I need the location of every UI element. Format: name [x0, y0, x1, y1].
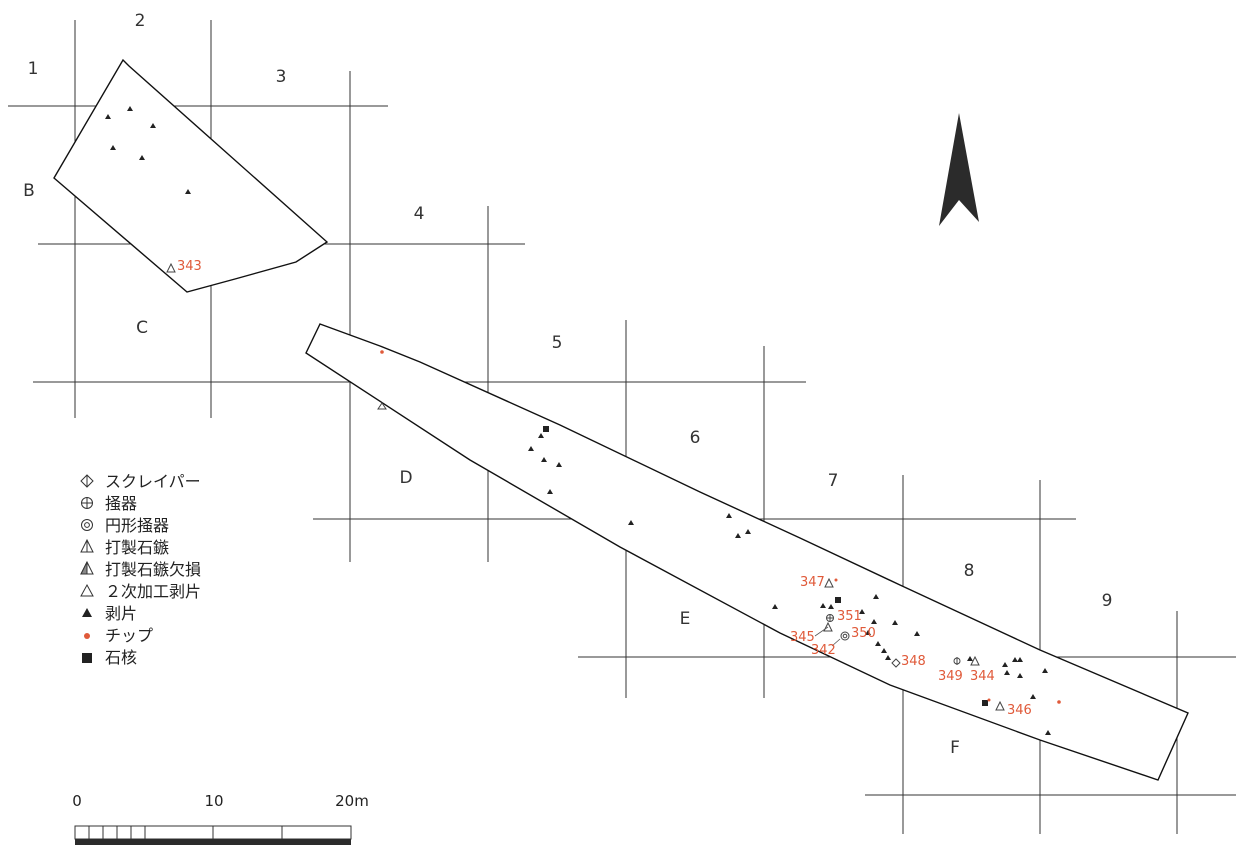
legend-round-scraper-icon	[81, 519, 93, 531]
legend-label-end-scraper: 掻器	[105, 494, 137, 513]
legend-retouched-flake-icon	[80, 583, 94, 597]
grid-col-4: 4	[414, 204, 425, 224]
grid-col-3: 3	[276, 67, 287, 87]
tool-markers	[166, 262, 1005, 711]
legend: スクレイパー 掻器 円形掻器 打製石鏃 打製石鏃欠損 ２次加工剥片 剥片 チップ	[80, 472, 201, 667]
artifact-id-344: 344	[970, 669, 995, 684]
scale-label-10: 10	[204, 792, 223, 810]
flake-markers	[105, 106, 1051, 735]
grid-row-labels: B C D E F	[23, 181, 960, 758]
grid-col-9: 9	[1102, 591, 1113, 611]
artifact-id-349: 349	[938, 669, 963, 684]
legend-label-broken-arrowhead: 打製石鏃欠損	[105, 560, 201, 579]
grid-row-c: C	[136, 318, 148, 338]
grid-col-6: 6	[690, 428, 701, 448]
legend-label-scraper: スクレイパー	[105, 472, 201, 491]
grid-col-7: 7	[828, 471, 839, 491]
artifact-id-342: 342	[811, 643, 836, 658]
legend-scraper-icon	[80, 474, 94, 488]
legend-broken-arrowhead-icon	[80, 560, 94, 575]
scale-label-0: 0	[72, 792, 82, 810]
chip-markers	[380, 350, 1061, 704]
artifact-id-346: 346	[1007, 703, 1032, 718]
legend-label-retouched-flake: ２次加工剥片	[105, 582, 201, 601]
legend-label-core: 石核	[105, 648, 137, 667]
artifact-id-345: 345	[790, 630, 815, 645]
grid-col-1: 1	[28, 59, 39, 79]
id-pointer-345	[814, 626, 829, 637]
grid-col-2: 2	[135, 11, 146, 31]
scale-bar: 0 10 20m	[72, 792, 369, 845]
legend-core-icon	[82, 653, 92, 663]
trench-north	[53, 58, 329, 293]
artifact-id-351: 351	[837, 609, 862, 624]
legend-arrowhead-icon	[80, 538, 94, 553]
legend-flake-icon	[82, 608, 92, 617]
grid-column-labels: 1 2 3 4 5 6 7 8 9	[28, 11, 1113, 611]
legend-label-flake: 剥片	[105, 604, 137, 623]
grid-row-f: F	[950, 738, 960, 758]
id-pointer-342	[831, 638, 841, 647]
artifact-id-343: 343	[177, 259, 202, 274]
north-arrow-icon	[939, 113, 979, 226]
legend-label-round-scraper: 円形掻器	[105, 516, 169, 535]
legend-label-arrowhead: 打製石鏃	[105, 538, 169, 557]
legend-chip-icon	[84, 633, 90, 639]
artifact-id-347: 347	[800, 575, 825, 590]
artifact-id-348: 348	[901, 654, 926, 669]
artifact-id-labels: 343 347 351 345 350 342 348 349 344 346	[177, 259, 1032, 718]
grid-col-8: 8	[964, 561, 975, 581]
legend-label-chip: チップ	[105, 626, 153, 645]
scale-label-20m: 20m	[335, 792, 369, 810]
grid-row-b: B	[23, 181, 35, 201]
grid-row-e: E	[680, 609, 691, 629]
artifact-id-350: 350	[851, 626, 876, 641]
trench-main	[305, 323, 1189, 781]
legend-end-scraper-icon	[81, 497, 93, 509]
grid-row-d: D	[399, 468, 412, 488]
grid-col-5: 5	[552, 333, 563, 353]
core-markers	[543, 426, 988, 706]
